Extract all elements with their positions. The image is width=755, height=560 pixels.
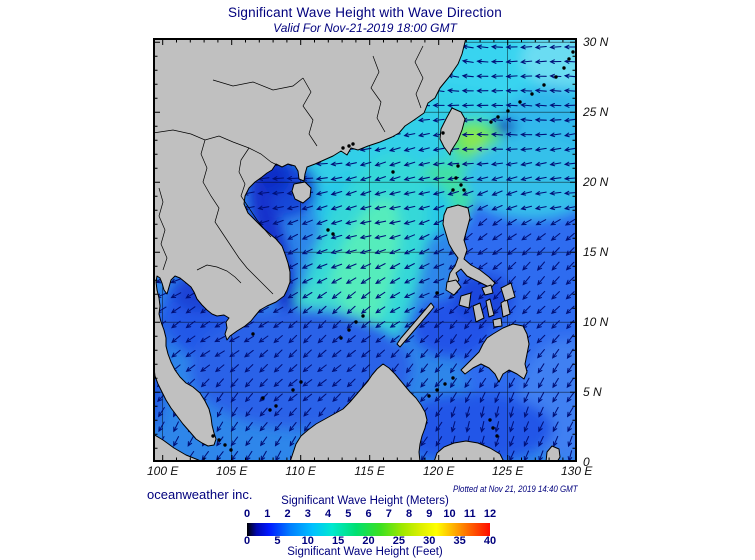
- legend-meters-tick: 4: [324, 508, 332, 520]
- legend-feet-tick: 40: [483, 535, 497, 547]
- legend-meters-tick: 3: [304, 508, 311, 520]
- y-axis-label: 10 N: [583, 315, 609, 330]
- credit-text: oceanweather inc.: [147, 487, 253, 502]
- y-axis-label: 15 N: [583, 245, 609, 260]
- legend-feet-tick: 25: [392, 535, 405, 547]
- legend-feet-tick: 20: [362, 535, 375, 547]
- legend-meters-tick: 0: [243, 508, 251, 520]
- x-axis-label: 130 E: [560, 464, 593, 478]
- x-axis-label: 115 E: [354, 464, 385, 478]
- wave-map-svg: [153, 38, 577, 462]
- x-axis-label: 110 E: [285, 464, 316, 478]
- legend-colorbar: [247, 523, 490, 536]
- legend-feet-title: Significant Wave Height (Feet): [287, 546, 443, 558]
- legend-meters-tick: 10: [443, 508, 456, 520]
- legend-meters-title: Significant Wave Height (Meters): [281, 495, 449, 507]
- legend-meters-tick: 12: [483, 508, 497, 520]
- legend-meters-tick: 1: [264, 508, 271, 520]
- legend-feet-tick: 30: [423, 535, 436, 547]
- chart-title: Significant Wave Height with Wave Direct…: [228, 5, 502, 20]
- legend-feet-tick: 0: [243, 535, 251, 547]
- legend-meters-tick: 7: [385, 508, 392, 520]
- y-axis-label: 0: [583, 455, 590, 470]
- chart-subtitle: Valid For Nov-21-2019 18:00 GMT: [273, 21, 457, 35]
- plotted-at-text: Plotted at Nov 21, 2019 14:40 GMT: [453, 484, 578, 494]
- y-axis-label: 30 N: [583, 35, 609, 50]
- legend-feet-tick: 5: [274, 535, 281, 547]
- x-axis-label: 125 E: [491, 464, 524, 478]
- legend-feet-tick: 35: [453, 535, 466, 547]
- legend-feet-tick: 10: [301, 535, 314, 547]
- legend-meters-tick: 8: [405, 508, 413, 520]
- legend-meters-tick: 2: [284, 508, 291, 520]
- legend-meters-tick: 5: [345, 508, 352, 520]
- legend-meters-tick: 6: [365, 508, 372, 520]
- legend-feet-tick: 15: [332, 535, 345, 547]
- x-axis-label: 120 E: [422, 464, 455, 478]
- legend-meters-tick: 9: [426, 508, 433, 520]
- legend-meters-tick: 11: [463, 508, 476, 520]
- x-axis-label: 100 E: [146, 464, 179, 478]
- wave-map-plot: [153, 38, 577, 462]
- y-axis-label: 25 N: [583, 105, 609, 120]
- y-axis-label: 20 N: [583, 175, 609, 190]
- title-block: Significant Wave Height with Wave Direct…: [153, 5, 577, 35]
- y-axis-label: 5 N: [583, 385, 602, 400]
- x-axis-label: 105 E: [215, 464, 248, 478]
